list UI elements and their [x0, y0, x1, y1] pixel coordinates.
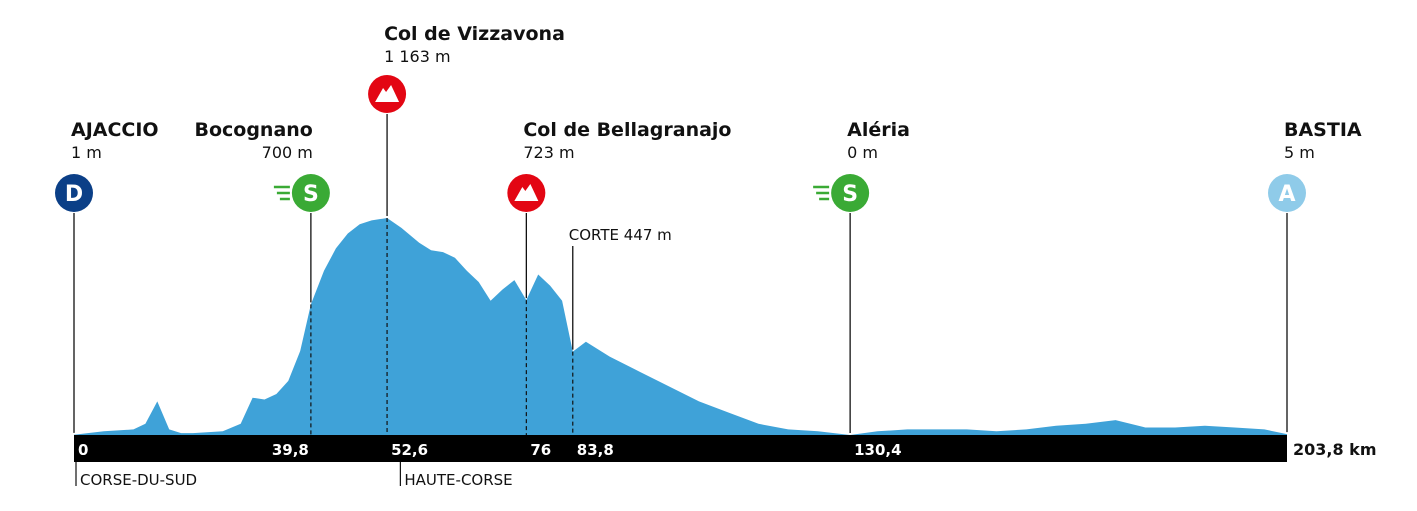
km-tick-label: 0: [78, 441, 88, 459]
icon-disc: [1268, 174, 1306, 212]
climb-icon: [507, 174, 546, 212]
km-tick-label: 39,8: [272, 441, 309, 459]
sprint-icon: S: [831, 174, 870, 212]
icon-disc: [55, 174, 93, 212]
point-altitude-label: 700 m: [262, 143, 313, 162]
icon-letter: A: [1278, 182, 1295, 207]
km-tick-label: 83,8: [577, 441, 614, 459]
point-altitude-label: 0 m: [847, 143, 878, 162]
distance-axis-bar: [74, 435, 1287, 462]
marker-lines: [73, 114, 1288, 435]
point-altitude-label: 5 m: [1284, 143, 1315, 162]
sprint-icon: S: [291, 174, 330, 212]
icon-disc: [291, 174, 330, 212]
region-labels: CORSE-DU-SUD HAUTE-CORSE: [75, 462, 513, 489]
climb-icon: [368, 75, 407, 113]
point-name-label: CORTE 447 m: [569, 226, 672, 244]
icon-letter: D: [65, 182, 83, 207]
mountain-shape: [514, 184, 539, 201]
point-name-label: BASTIA: [1284, 119, 1362, 141]
speed-lines-icon: [813, 185, 830, 201]
point-altitude-label: 723 m: [523, 143, 574, 162]
km-tick-label: 130,4: [854, 441, 901, 459]
icon-disc: [831, 174, 870, 212]
point-name-label: Col de Bellagranajo: [523, 119, 731, 141]
region-label: HAUTE-CORSE: [404, 471, 512, 489]
region-label: CORSE-DU-SUD: [80, 471, 197, 489]
point-altitude-label: 1 163 m: [384, 47, 450, 66]
point-name-label: Aléria: [847, 119, 910, 141]
point-name-label: AJACCIO: [71, 119, 159, 141]
start-icon: D: [55, 174, 93, 212]
elevation-profile-area: [74, 218, 1287, 435]
point-altitude-label: 1 m: [71, 143, 102, 162]
icon-letter: S: [303, 182, 319, 207]
finish-icon: A: [1268, 174, 1306, 212]
km-tick-label: 76: [530, 441, 551, 459]
icon-letter: S: [842, 182, 858, 207]
total-distance-label: 203,8 km: [1293, 440, 1377, 459]
point-name-label: Col de Vizzavona: [384, 23, 565, 45]
distance-tick-labels: 0 39,8 52,6 76 83,8 130,4: [78, 441, 902, 459]
point-labels: AJACCIO 1 m Bocognano 700 m Col de Vizzavona…: [71, 23, 1362, 244]
km-tick-label: 52,6: [391, 441, 428, 459]
point-name-label: Bocognano: [194, 119, 312, 141]
speed-lines-icon: [273, 185, 290, 201]
mountain-shape: [375, 85, 400, 102]
